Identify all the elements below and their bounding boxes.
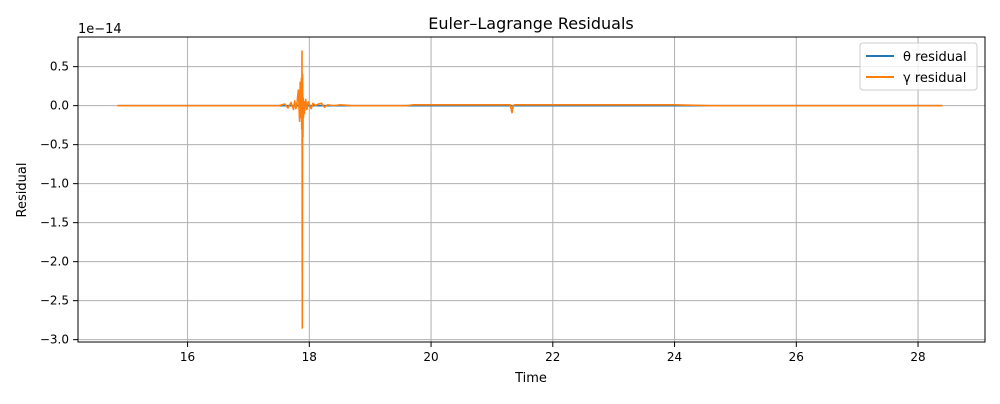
- x-tick-label: 18: [302, 350, 317, 364]
- ticks-layer: 16 18 20 22 24 26 28 0.5 0.0 −0.5 −1.0 −1.5 −2.0 −2.5…: [40, 60, 926, 364]
- x-tick-label: 24: [667, 350, 682, 364]
- series-line-gamma: [117, 50, 943, 329]
- plot-frame: [77, 36, 986, 343]
- y-offset-label: 1e−14: [78, 22, 122, 37]
- x-tick-label: 22: [545, 350, 560, 364]
- legend-box: [859, 42, 978, 91]
- x-tick-label: 28: [910, 350, 925, 364]
- y-tick-label: −1.5: [40, 216, 69, 230]
- chart-title: Euler–Lagrange Residuals: [428, 14, 634, 33]
- x-axis-label: Time: [514, 371, 547, 386]
- x-tick-label: 20: [423, 350, 438, 364]
- legend-label-theta: θ residual: [903, 50, 967, 65]
- y-tick-label: −0.5: [40, 138, 69, 152]
- y-tick-label: −3.0: [40, 333, 69, 347]
- y-tick-label: −1.0: [40, 177, 69, 191]
- y-axis-label: Residual: [15, 163, 30, 218]
- series-layer: [117, 50, 943, 329]
- x-tick-label: 16: [180, 350, 195, 364]
- legend-label-gamma: γ residual: [903, 71, 966, 86]
- y-tick-label: 0.0: [50, 99, 69, 113]
- x-tick-label: 26: [789, 350, 804, 364]
- legend: θ residual γ residual: [859, 42, 978, 91]
- y-tick-label: −2.5: [40, 294, 69, 308]
- y-tick-label: 0.5: [50, 60, 69, 74]
- y-tick-label: −2.0: [40, 255, 69, 269]
